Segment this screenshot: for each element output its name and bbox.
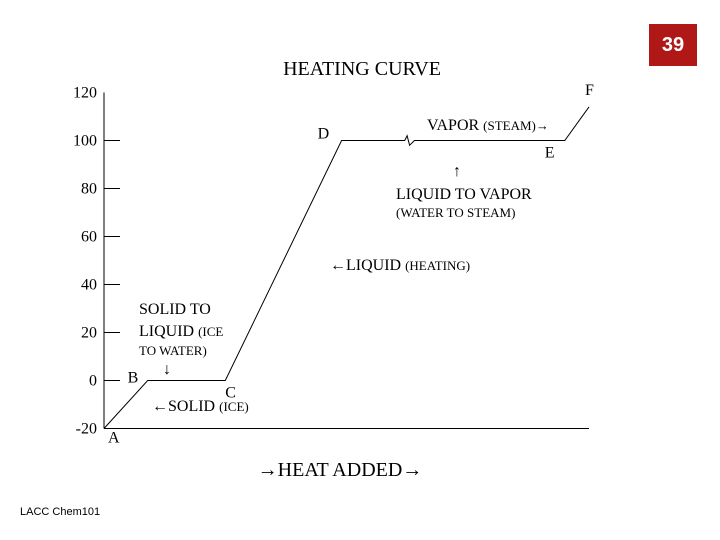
footer-course-label: LACC Chem101: [20, 506, 101, 518]
annotation-down-arrow: ↓: [163, 361, 171, 378]
x-axis-label: →HEAT ADDED→: [258, 459, 423, 481]
y-tick-label: 120: [73, 85, 97, 102]
annotation-liquid-to-vapor: LIQUID TO VAPOR: [396, 186, 532, 203]
annotation-vapor: VAPOR (STEAM)→: [427, 117, 549, 134]
y-tick-label: 40: [81, 277, 97, 294]
y-tick-label: 0: [89, 373, 97, 390]
point-label-c: C: [225, 385, 236, 402]
annotation-liquid-heating: ←LIQUID (HEATING): [330, 257, 470, 274]
point-label-b: B: [128, 370, 139, 387]
y-tick-label: 80: [81, 181, 97, 198]
heating-curve-line: [103, 106, 590, 429]
y-tick-label: 100: [73, 133, 97, 150]
chart-title: HEATING CURVE: [283, 58, 441, 80]
annotation-solid-to: SOLID TO: [139, 301, 211, 318]
point-label-e: E: [545, 145, 555, 162]
annotation-up-arrow: ↑: [453, 163, 461, 180]
annotation-water-to-steam: (WATER TO STEAM): [396, 205, 515, 220]
annotation-to-water: TO WATER): [139, 343, 207, 358]
annotation-solid-ice: ←SOLID (ICE): [152, 398, 249, 415]
y-tick-label: 20: [81, 325, 97, 342]
point-label-d: D: [318, 126, 330, 143]
point-label-f: F: [585, 82, 594, 99]
slide-number-badge: 39: [649, 24, 697, 66]
y-tick-label: 60: [81, 229, 97, 246]
annotation-liquid-ice: LIQUID (ICE: [139, 323, 223, 340]
point-label-a: A: [108, 430, 120, 447]
y-tick-label: -20: [76, 421, 97, 438]
